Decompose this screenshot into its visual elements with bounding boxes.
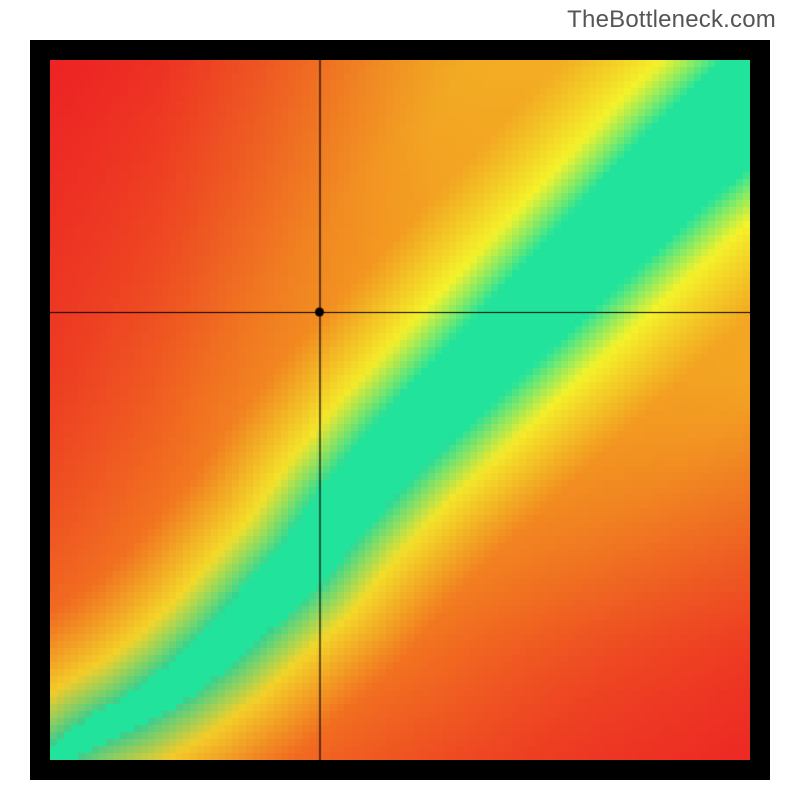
watermark-text: TheBottleneck.com: [567, 6, 776, 34]
bottleneck-heatmap: [50, 60, 750, 760]
plot-outer-frame: [30, 40, 770, 780]
